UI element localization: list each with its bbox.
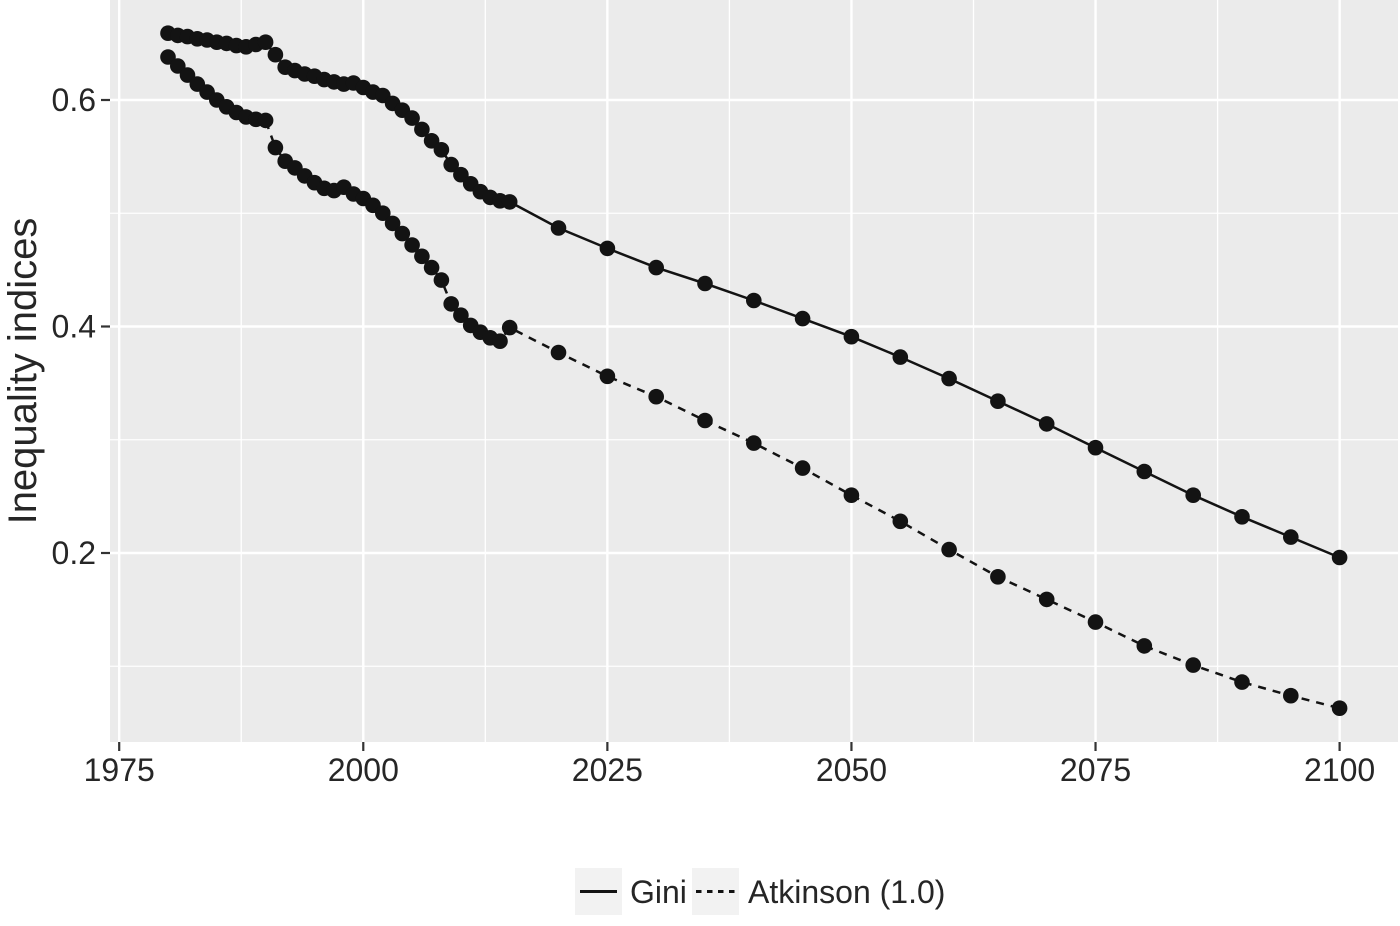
data-point bbox=[843, 328, 860, 345]
legend-label-atkinson: Atkinson (1.0) bbox=[748, 874, 945, 910]
data-point bbox=[257, 34, 274, 50]
data-point bbox=[746, 435, 762, 451]
data-point bbox=[453, 166, 469, 183]
data-point bbox=[1331, 549, 1348, 566]
y-axis-title: Inequality indices bbox=[1, 218, 45, 525]
series-points-gini bbox=[160, 25, 1348, 566]
data-point bbox=[1185, 657, 1201, 673]
data-point bbox=[990, 393, 1006, 410]
data-point bbox=[1087, 614, 1104, 630]
data-point bbox=[501, 194, 518, 210]
data-point bbox=[1283, 687, 1299, 704]
y-tick-label: 0.6 bbox=[52, 82, 96, 118]
data-point bbox=[892, 513, 909, 530]
data-point bbox=[414, 248, 430, 265]
data-point bbox=[257, 112, 274, 129]
data-point bbox=[267, 46, 284, 63]
data-point bbox=[1185, 487, 1201, 504]
data-point bbox=[404, 110, 420, 126]
data-point bbox=[375, 205, 391, 221]
data-point bbox=[648, 259, 664, 276]
data-point bbox=[550, 220, 567, 236]
data-point bbox=[843, 487, 860, 504]
x-tick-label: 2100 bbox=[1304, 752, 1375, 788]
x-tick-label: 1975 bbox=[84, 752, 155, 788]
data-point bbox=[404, 237, 420, 253]
x-tick-label: 2075 bbox=[1060, 752, 1131, 788]
data-point bbox=[433, 142, 450, 158]
data-point bbox=[697, 275, 713, 292]
data-point bbox=[892, 349, 909, 365]
data-point bbox=[433, 272, 450, 288]
data-point bbox=[453, 307, 469, 324]
data-point bbox=[443, 156, 460, 173]
data-point bbox=[1038, 416, 1055, 432]
data-point bbox=[1087, 439, 1104, 456]
data-point bbox=[1136, 638, 1153, 654]
data-point bbox=[492, 333, 508, 350]
data-point bbox=[746, 292, 762, 309]
plot-panel bbox=[110, 0, 1398, 742]
data-point bbox=[1038, 591, 1055, 608]
data-point bbox=[414, 121, 430, 138]
data-point bbox=[384, 215, 401, 232]
data-point bbox=[1136, 463, 1153, 480]
y-tick-label: 0.2 bbox=[52, 535, 96, 571]
data-point bbox=[423, 259, 440, 276]
data-point bbox=[941, 370, 957, 387]
axis-tick-labels: 1975 2000 2025 2050 2075 2100 0.2 0.4 0.6 bbox=[52, 82, 1376, 788]
data-point bbox=[794, 460, 811, 476]
legend: Gini Atkinson (1.0) bbox=[575, 868, 945, 915]
y-tick-label: 0.4 bbox=[52, 309, 96, 345]
data-point bbox=[1331, 700, 1348, 716]
data-point bbox=[941, 541, 957, 558]
data-point bbox=[1234, 674, 1250, 690]
series-points-atkinson-1-0 bbox=[160, 49, 1348, 716]
data-point bbox=[267, 139, 284, 156]
data-point bbox=[697, 412, 713, 429]
data-point bbox=[443, 296, 460, 312]
x-tick-label: 2025 bbox=[572, 752, 643, 788]
data-point bbox=[394, 225, 411, 242]
data-point bbox=[1283, 529, 1299, 545]
data-point bbox=[501, 319, 518, 336]
data-point bbox=[1234, 509, 1250, 525]
series-points bbox=[160, 25, 1348, 716]
data-point bbox=[550, 344, 567, 361]
data-point bbox=[599, 240, 616, 257]
x-tick-label: 2050 bbox=[816, 752, 887, 788]
data-point bbox=[990, 569, 1006, 585]
data-point bbox=[648, 388, 664, 405]
x-tick-label: 2000 bbox=[328, 752, 399, 788]
legend-label-gini: Gini bbox=[630, 874, 687, 910]
data-point bbox=[599, 368, 616, 385]
axis-ticks bbox=[101, 98, 1341, 751]
data-point bbox=[794, 310, 811, 327]
